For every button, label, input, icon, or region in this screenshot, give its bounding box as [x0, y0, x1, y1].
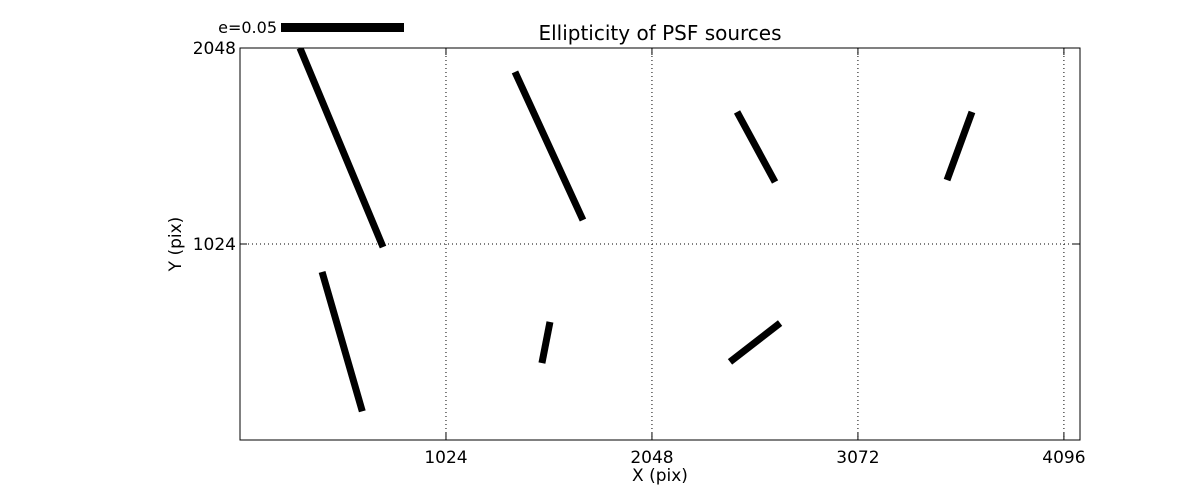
ellipticity-stick: [727, 320, 783, 365]
y-tick-label: 1024: [193, 235, 236, 255]
x-tick-label: 3072: [836, 448, 879, 468]
stick-layer: [296, 48, 976, 413]
legend-scale-label: e=0.05: [218, 18, 277, 37]
legend-scale-bar: [281, 23, 404, 32]
tick-layer: [240, 47, 1080, 440]
x-tick-label: 2048: [630, 448, 673, 468]
tick-label-layer: 1024 2048 3072 4096 1024 2048: [193, 39, 1086, 468]
ellipticity-stick: [733, 110, 779, 184]
chart-title: Ellipticity of PSF sources: [538, 21, 781, 45]
ellipticity-stick: [318, 270, 366, 413]
x-axis-label: X (pix): [632, 466, 688, 486]
x-tick-label: 4096: [1042, 448, 1085, 468]
ellipticity-stick: [296, 48, 387, 249]
ellipticity-stick: [511, 70, 587, 222]
y-tick-label: 2048: [193, 39, 236, 59]
ellipticity-stick: [538, 321, 554, 364]
x-tick-label: 1024: [424, 448, 467, 468]
y-axis-label: Y (pix): [166, 217, 186, 273]
ellipticity-stick: [943, 110, 976, 182]
